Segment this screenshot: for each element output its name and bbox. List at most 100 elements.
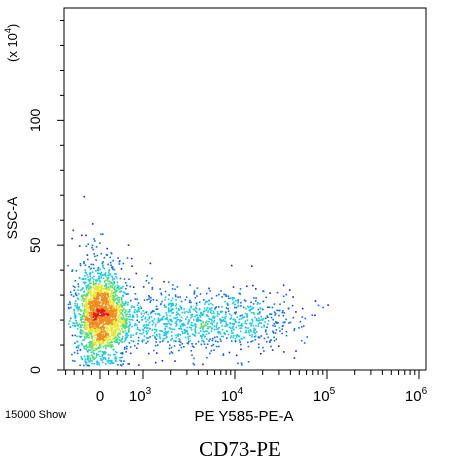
- event-point: [132, 334, 135, 336]
- event-point: [78, 313, 80, 315]
- event-point: [90, 311, 93, 314]
- event-point: [221, 296, 223, 298]
- event-point: [77, 283, 80, 285]
- event-point: [235, 320, 237, 323]
- event-point: [202, 321, 204, 323]
- event-point: [100, 307, 103, 309]
- event-point: [111, 285, 113, 288]
- event-point: [207, 315, 210, 318]
- event-point: [126, 313, 128, 315]
- event-point: [206, 343, 209, 345]
- event-point: [110, 282, 113, 284]
- event-point: [204, 324, 206, 326]
- event-point: [238, 292, 241, 295]
- event-point: [85, 307, 87, 310]
- event-point: [102, 274, 105, 276]
- event-point: [85, 363, 87, 365]
- event-point: [101, 328, 103, 331]
- event-point: [282, 321, 285, 324]
- event-point: [148, 296, 151, 298]
- event-point: [67, 303, 70, 306]
- event-point: [181, 330, 184, 333]
- event-point: [247, 345, 250, 348]
- event-point: [99, 335, 101, 337]
- event-point: [250, 311, 253, 314]
- event-point: [240, 362, 243, 364]
- event-point: [220, 319, 223, 321]
- event-point: [195, 326, 197, 328]
- event-point: [115, 290, 118, 293]
- event-point: [228, 313, 231, 315]
- event-point: [118, 309, 120, 311]
- event-point: [116, 324, 119, 326]
- event-point: [262, 346, 264, 349]
- event-point: [147, 352, 150, 355]
- event-point: [122, 335, 124, 338]
- event-point: [258, 317, 260, 320]
- event-point: [226, 337, 228, 339]
- event-point: [168, 308, 170, 310]
- event-point: [71, 269, 74, 271]
- event-point: [136, 298, 138, 301]
- event-point: [197, 320, 200, 322]
- event-point: [146, 327, 149, 329]
- event-point: [112, 362, 114, 364]
- event-point: [124, 314, 127, 316]
- event-point: [85, 296, 88, 298]
- event-point: [99, 346, 102, 349]
- event-point: [114, 357, 116, 360]
- event-point: [145, 320, 147, 323]
- event-point: [100, 305, 102, 308]
- event-point: [102, 321, 104, 323]
- event-point: [131, 265, 133, 267]
- event-point: [108, 305, 111, 307]
- event-point: [209, 318, 211, 320]
- event-point: [118, 311, 121, 313]
- event-point: [96, 326, 98, 328]
- event-point: [219, 333, 222, 335]
- event-point: [148, 317, 150, 319]
- event-point: [105, 253, 108, 256]
- event-point: [113, 292, 116, 294]
- event-point: [97, 278, 100, 280]
- event-point: [135, 332, 138, 334]
- event-point: [271, 306, 274, 309]
- event-point: [180, 328, 183, 330]
- event-point: [79, 262, 82, 265]
- event-point: [111, 330, 113, 333]
- event-point: [243, 336, 245, 339]
- event-point: [254, 332, 256, 335]
- event-point: [115, 327, 118, 330]
- event-point: [95, 320, 98, 323]
- event-point: [118, 327, 120, 329]
- event-point: [124, 334, 127, 337]
- event-point: [129, 313, 131, 316]
- event-point: [251, 334, 253, 336]
- event-point: [84, 335, 86, 338]
- event-point: [84, 345, 86, 347]
- event-point: [88, 311, 90, 314]
- event-point: [167, 320, 170, 323]
- event-point: [150, 297, 152, 299]
- event-point: [180, 323, 183, 326]
- event-point: [186, 330, 188, 333]
- event-point: [230, 340, 233, 342]
- event-point: [185, 330, 187, 333]
- event-point: [125, 302, 127, 305]
- event-point: [94, 311, 96, 314]
- event-point: [128, 309, 131, 311]
- event-point: [96, 314, 98, 316]
- event-point: [262, 317, 265, 320]
- event-point: [114, 293, 117, 296]
- event-point: [102, 277, 105, 280]
- event-point: [105, 351, 107, 354]
- event-point: [83, 364, 85, 367]
- event-point: [114, 341, 117, 343]
- event-point: [130, 257, 133, 260]
- event-point: [251, 320, 254, 322]
- event-point: [267, 336, 269, 339]
- event-point: [95, 317, 97, 320]
- event-point: [102, 310, 105, 313]
- event-point: [96, 289, 99, 291]
- event-point: [95, 300, 98, 303]
